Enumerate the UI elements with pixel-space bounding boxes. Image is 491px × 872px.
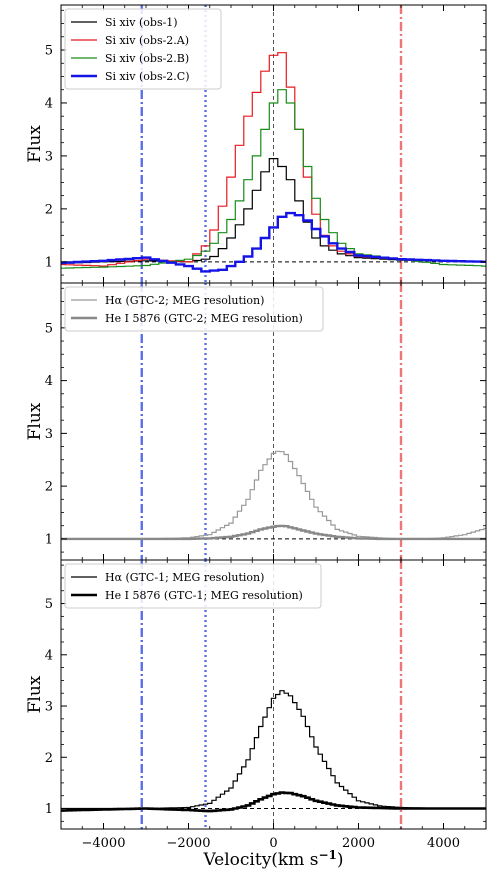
y-tick-label: 3 — [45, 427, 53, 442]
y-tick-label: 2 — [45, 751, 53, 766]
legend-entry: Hα (GTC-1; MEG resolution) — [105, 571, 264, 584]
y-tick-label: 5 — [45, 44, 53, 59]
y-tick-label: 4 — [45, 96, 53, 111]
plot-content — [61, 560, 486, 829]
legend-entry: He I 5876 (GTC-1; MEG resolution) — [105, 589, 303, 602]
y-tick-label: 3 — [45, 700, 53, 715]
panel-2: 1 2 3 4 5 Flux Hα (GTC-2; MEG resolution) He I … — [25, 282, 487, 561]
series-line-2 — [61, 791, 486, 813]
y-axis-label: Flux — [25, 402, 45, 440]
series-line-3 — [61, 89, 486, 269]
y-tick-label: 1 — [45, 255, 53, 270]
y-tick-label: 1 — [45, 532, 53, 547]
y-tick-label: 1 — [45, 802, 53, 817]
y-axis-label: Flux — [25, 675, 45, 713]
y-axis-label: Flux — [25, 125, 45, 163]
y-tick-label: 5 — [45, 321, 53, 336]
y-tick-label: 2 — [45, 202, 53, 217]
series-line-4 — [61, 211, 486, 273]
y-tick-label: 4 — [45, 374, 53, 389]
panel-1: 1 2 3 4 5 Flux Si xiv (obs-1) Si xiv (obs-2.A) S… — [25, 4, 487, 284]
y-tick-label: 4 — [45, 648, 53, 663]
legend-entry: He I 5876 (GTC-2; MEG resolution) — [105, 312, 303, 325]
legend-box — [64, 8, 222, 90]
legend-box — [64, 286, 324, 332]
x-tick-label: 2000 — [342, 836, 375, 851]
x-tick-label: −4000 — [82, 836, 126, 851]
legend-entry: Si xiv (obs-2.C) — [105, 70, 190, 83]
y-tick-label: 5 — [45, 597, 53, 612]
x-tick-label: −2000 — [167, 836, 211, 851]
y-tick-label: 2 — [45, 480, 53, 495]
x-tick-label: 0 — [269, 836, 277, 851]
series-line-2 — [61, 524, 486, 541]
panel-3: 1 2 3 4 5 Flux Hα (GTC-1; MEG resolution) He I … — [25, 559, 487, 870]
legend-entry: Si xiv (obs-1) — [105, 16, 178, 29]
x-axis-label: Velocity(km s−1) — [202, 848, 343, 870]
legend-box — [64, 563, 322, 609]
legend-entry: Si xiv (obs-2.B) — [105, 52, 189, 65]
x-tick-label: 4000 — [427, 836, 460, 851]
legend-entry: Si xiv (obs-2.A) — [105, 34, 189, 47]
y-tick-label: 3 — [45, 149, 53, 164]
legend-entry: Hα (GTC-2; MEG resolution) — [105, 294, 264, 307]
